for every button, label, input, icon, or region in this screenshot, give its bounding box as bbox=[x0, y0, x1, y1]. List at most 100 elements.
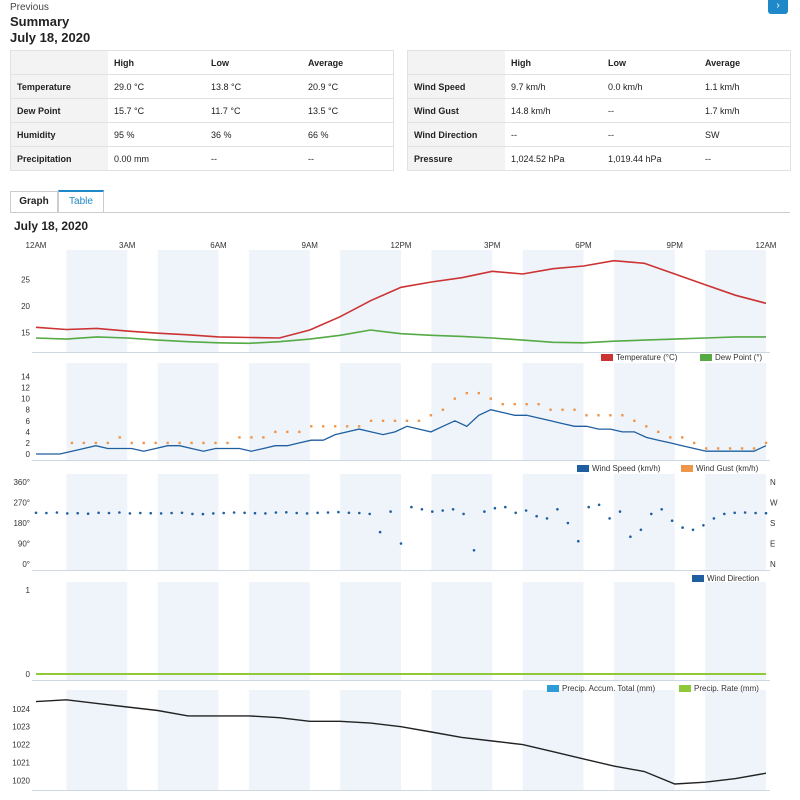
wind-direction-point bbox=[285, 511, 288, 514]
row-label: Wind Direction bbox=[407, 122, 505, 147]
wind-gust-point bbox=[118, 436, 121, 439]
wind-gust-point bbox=[764, 441, 768, 445]
wind-gust-point bbox=[645, 425, 648, 428]
tab-table[interactable]: Table bbox=[58, 190, 104, 212]
time-band bbox=[157, 474, 219, 570]
wind-direction-point bbox=[723, 512, 726, 516]
legend-label-wind-speed: Wind Speed (km/h) bbox=[592, 464, 661, 473]
x-tick-label: 9AM bbox=[302, 241, 319, 250]
wind-gust-point bbox=[345, 425, 349, 428]
wind-direction-point bbox=[472, 549, 476, 552]
table-header-cell bbox=[407, 50, 505, 75]
wind-gust-point bbox=[94, 441, 98, 445]
wind-direction-point bbox=[180, 511, 184, 515]
wind-direction-point bbox=[441, 509, 445, 512]
wind-gust-point bbox=[357, 425, 361, 428]
wind-gust-point bbox=[405, 419, 409, 422]
next-button[interactable]: › bbox=[768, 0, 788, 14]
table-cell: 0.00 mm bbox=[108, 146, 205, 171]
time-band bbox=[248, 582, 310, 680]
table-header-cell: Low bbox=[205, 50, 302, 75]
wind-direction-point bbox=[389, 510, 392, 513]
table-cell: -- bbox=[602, 98, 699, 123]
wind-gust-point bbox=[262, 436, 265, 439]
y-tick-label: 1021 bbox=[12, 759, 30, 768]
time-band bbox=[431, 582, 493, 680]
wind-gust-point bbox=[681, 436, 684, 439]
wind-direction-point bbox=[545, 517, 549, 520]
x-tick-label: 3PM bbox=[484, 241, 501, 250]
y-tick-label: 180° bbox=[13, 519, 30, 528]
wind-direction-point bbox=[295, 511, 299, 515]
table-row: Wind Speed 9.7 km/h 0.0 km/h 1.1 km/h bbox=[407, 74, 791, 99]
time-band bbox=[340, 474, 401, 570]
y-tick-label-compass: E bbox=[770, 540, 775, 549]
table-cell: 36 % bbox=[205, 122, 302, 147]
time-band bbox=[613, 474, 675, 570]
previous-link[interactable]: Previous bbox=[10, 2, 49, 13]
y-tick-label: 14 bbox=[21, 373, 30, 382]
table-cell: 66 % bbox=[302, 122, 394, 147]
legend-swatch-wind-direction bbox=[692, 575, 704, 582]
wind-direction-point bbox=[639, 528, 643, 532]
x-tick-label: 6AM bbox=[210, 241, 227, 250]
wind-direction-point bbox=[66, 512, 69, 515]
x-tick-label: 3AM bbox=[119, 241, 136, 250]
wind-direction-point bbox=[201, 512, 205, 516]
wind-gust-point bbox=[166, 441, 169, 445]
wind-gust-point bbox=[585, 414, 588, 417]
table-header-cell: Average bbox=[302, 50, 394, 75]
wind-direction-point bbox=[743, 511, 747, 514]
temperature-line bbox=[35, 259, 767, 339]
wind-gust-point bbox=[501, 403, 504, 406]
wind-gust-point bbox=[597, 414, 600, 417]
wind-gust-point bbox=[453, 397, 457, 400]
y-tick-label: 1 bbox=[26, 586, 31, 595]
wind-gust-point bbox=[573, 408, 576, 411]
time-band bbox=[522, 690, 584, 790]
wind-gust-point bbox=[465, 391, 469, 395]
time-band bbox=[248, 363, 310, 460]
y-tick-label: 1020 bbox=[12, 776, 30, 785]
legend-label-temperature: Temperature (°C) bbox=[616, 353, 678, 362]
wind-gust-point bbox=[250, 436, 253, 439]
table-header-cell: Low bbox=[602, 50, 699, 75]
wind-direction-point bbox=[431, 510, 434, 513]
y-tick-label: 0 bbox=[26, 670, 31, 679]
y-tick-label: 8 bbox=[26, 406, 31, 415]
x-tick-label: 6PM bbox=[575, 241, 592, 250]
table-cell: 0.0 km/h bbox=[602, 74, 699, 99]
y-tick-label: 2 bbox=[26, 439, 31, 448]
wind-gust-point bbox=[178, 441, 181, 445]
legend-swatch-precip-accum bbox=[547, 685, 559, 692]
tab-graph[interactable]: Graph bbox=[10, 191, 58, 212]
y-tick-label: 12 bbox=[21, 384, 30, 393]
wind-gust-point bbox=[513, 403, 516, 406]
wind-direction-point bbox=[764, 511, 768, 515]
wind-direction-point bbox=[368, 512, 372, 516]
wind-direction-point bbox=[316, 511, 319, 515]
wind-direction-point bbox=[45, 511, 48, 515]
time-band bbox=[705, 690, 766, 790]
wind-gust-point bbox=[441, 408, 445, 411]
wind-gust-point bbox=[142, 441, 145, 445]
time-band bbox=[613, 363, 675, 460]
table-cell: 20.9 °C bbox=[302, 74, 394, 99]
wind-direction-point bbox=[514, 511, 517, 515]
wind-direction-point bbox=[170, 511, 173, 515]
wind-gust-point bbox=[154, 441, 157, 445]
chart-date-title: July 18, 2020 bbox=[14, 219, 89, 233]
wind-direction-point bbox=[149, 511, 152, 515]
wind-gust-point bbox=[310, 425, 313, 428]
table-cell: 13.5 °C bbox=[302, 98, 394, 123]
wind-direction-point bbox=[410, 505, 413, 509]
time-band bbox=[522, 250, 584, 352]
x-tick-label: 9PM bbox=[667, 241, 684, 250]
time-band bbox=[705, 474, 766, 570]
wind-direction-point bbox=[660, 508, 663, 511]
wind-direction-point bbox=[222, 511, 225, 515]
summary-table-left: High Low Average Temperature 29.0 °C 13.… bbox=[10, 50, 394, 171]
table-cell: 15.7 °C bbox=[108, 98, 205, 123]
time-band bbox=[705, 363, 766, 460]
table-row: Temperature 29.0 °C 13.8 °C 20.9 °C bbox=[10, 74, 394, 99]
